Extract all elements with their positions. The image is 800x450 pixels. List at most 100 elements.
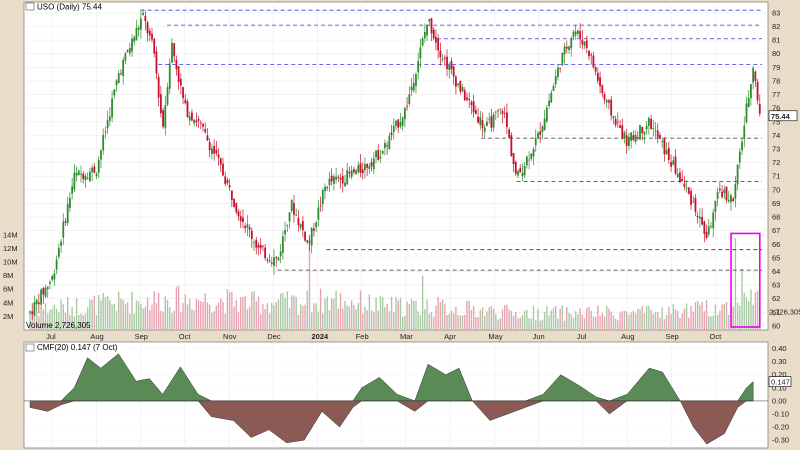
candle-body xyxy=(131,38,133,52)
price-tick-label: 63 xyxy=(772,281,780,290)
candle-body xyxy=(219,158,222,165)
candle-body xyxy=(191,112,193,121)
candle-body xyxy=(148,30,151,36)
candle-body xyxy=(335,176,338,180)
candle-body xyxy=(659,134,661,139)
volume-bar xyxy=(508,309,510,330)
candle-body xyxy=(29,311,31,313)
volume-last-label: 2,726,305 xyxy=(769,308,800,317)
candle-body xyxy=(173,43,176,57)
volume-bar xyxy=(506,304,508,330)
candle-body xyxy=(690,191,692,205)
volume-bar xyxy=(362,313,364,330)
volume-bar xyxy=(220,298,222,330)
volume-bar xyxy=(237,312,240,330)
volume-bar xyxy=(490,305,493,330)
candle-body xyxy=(82,173,85,179)
volume-bar xyxy=(326,296,328,330)
candle-body xyxy=(645,125,648,130)
candle-body xyxy=(230,190,233,200)
candle-body xyxy=(758,103,761,114)
volume-bar xyxy=(297,314,300,330)
price-tick-label: 70 xyxy=(772,185,780,194)
volume-bar xyxy=(62,304,64,330)
time-tick-label: Nov xyxy=(223,332,237,341)
volume-bar xyxy=(109,299,111,330)
candle-body xyxy=(754,71,757,81)
candle-body xyxy=(499,108,502,110)
volume-bar xyxy=(120,298,122,330)
candle-body xyxy=(583,41,586,46)
candle-body xyxy=(517,170,519,176)
volume-bar xyxy=(437,297,439,330)
candle-body xyxy=(341,176,344,184)
candle-body xyxy=(721,191,723,197)
volume-bar xyxy=(344,301,346,330)
volume-bar xyxy=(586,308,588,330)
candle-body xyxy=(104,131,107,133)
volume-bar xyxy=(650,309,652,330)
volume-bar xyxy=(384,307,386,330)
volume-bar xyxy=(612,315,615,330)
volume-bar xyxy=(169,307,171,330)
volume-bar xyxy=(364,306,366,330)
candle-body xyxy=(410,86,413,91)
candle-body xyxy=(472,101,475,113)
volume-bar xyxy=(47,313,49,330)
candle-body xyxy=(46,286,49,290)
candle-body xyxy=(443,57,446,59)
candle-body xyxy=(636,137,639,139)
candle-body xyxy=(423,32,426,39)
volume-bar xyxy=(375,297,377,330)
candle-body xyxy=(88,171,91,182)
candle-body xyxy=(696,215,699,218)
volume-bar xyxy=(151,304,153,330)
candle-body xyxy=(262,246,264,247)
volume-bar xyxy=(661,307,663,330)
volume-bar xyxy=(475,316,477,330)
volume-bar xyxy=(712,315,714,330)
price-tick-label: 75 xyxy=(772,117,780,126)
candle-body xyxy=(388,135,391,150)
time-tick-label: Feb xyxy=(356,332,369,341)
volume-bar xyxy=(91,299,93,330)
volume-bar xyxy=(401,316,404,330)
volume-bar xyxy=(685,303,688,330)
candle-body xyxy=(140,18,142,30)
candle-body xyxy=(510,135,513,157)
candle-body xyxy=(752,67,755,83)
candle-body xyxy=(463,90,466,101)
volume-bar xyxy=(610,311,612,330)
candle-body xyxy=(350,170,353,177)
candle-body xyxy=(86,178,89,179)
volume-bar xyxy=(444,304,446,330)
volume-bar xyxy=(628,314,630,330)
time-tick-label: Oct xyxy=(179,332,192,341)
volume-bar xyxy=(368,294,371,330)
price-tick-label: 65 xyxy=(772,253,780,262)
candle-body xyxy=(654,130,657,132)
volume-bar xyxy=(373,311,375,330)
candle-body xyxy=(554,76,557,85)
volume-bar xyxy=(523,310,526,330)
volume-bar xyxy=(519,317,521,330)
volume-bar xyxy=(417,311,419,330)
candle-body xyxy=(490,116,493,128)
candle-body xyxy=(727,199,730,202)
candle-body xyxy=(279,251,282,257)
last-price-label: 75.44 xyxy=(771,112,791,121)
candle-body xyxy=(625,135,628,146)
volume-bar xyxy=(492,308,495,330)
candle-body xyxy=(60,241,62,246)
volume-bar xyxy=(177,285,180,330)
volume-bar xyxy=(566,307,568,330)
volume-bar xyxy=(708,316,710,330)
volume-bar xyxy=(747,301,750,330)
price-tick-label: 60 xyxy=(772,321,780,330)
volume-bar xyxy=(659,317,661,330)
candle-body xyxy=(75,172,78,176)
volume-bar xyxy=(705,300,708,330)
volume-bar xyxy=(51,308,53,330)
candle-body xyxy=(656,130,659,138)
candle-body xyxy=(521,172,524,177)
